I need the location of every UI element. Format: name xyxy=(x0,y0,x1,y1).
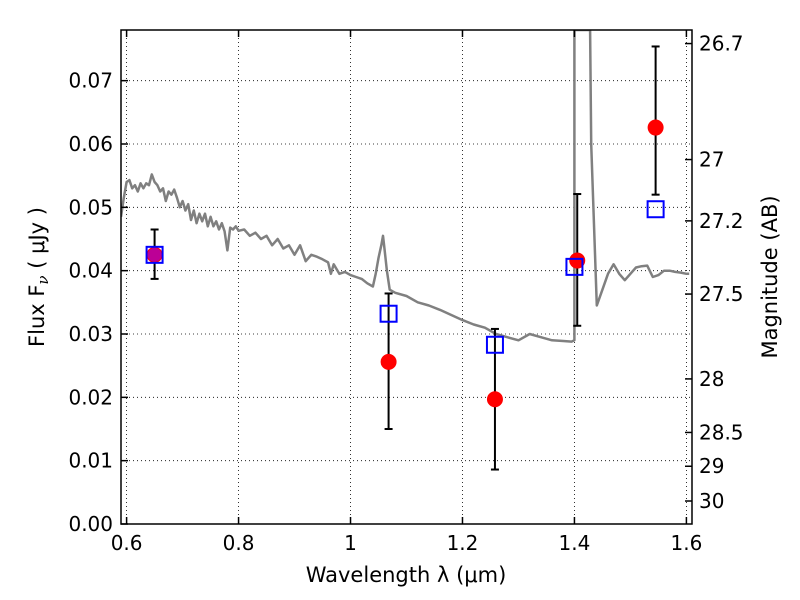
observed-flux-point xyxy=(569,252,586,269)
model-flux-point xyxy=(646,200,665,219)
model-spectrum-line xyxy=(121,30,690,343)
y-axis-title: Flux Fν ( μJy ) xyxy=(25,207,52,347)
model-flux-point xyxy=(485,335,504,354)
right-axis-title: Magnitude (AB) xyxy=(758,195,782,358)
x-tick-label: 0.8 xyxy=(223,531,255,555)
model-flux-point xyxy=(565,257,584,276)
right-axis-tick-label: 28 xyxy=(699,367,724,391)
y-tick-label: 0.04 xyxy=(68,259,113,283)
right-axis-tick-label: 30 xyxy=(699,489,724,513)
right-axis-tick-label: 29 xyxy=(699,454,724,478)
axes-frame xyxy=(120,29,693,525)
x-tick-label: 1.6 xyxy=(670,531,702,555)
y-axis-title-subscript: ν xyxy=(34,275,52,284)
y-tick-label: 0.02 xyxy=(68,385,113,409)
right-axis-tick-label: 27 xyxy=(699,148,724,172)
observed-flux-point xyxy=(647,119,664,136)
y-tick-label: 0.00 xyxy=(68,512,113,536)
right-axis-tick-label: 26.7 xyxy=(699,32,744,56)
x-tick-label: 1 xyxy=(344,531,357,555)
x-tick-label: 1.4 xyxy=(559,531,591,555)
y-tick-label: 0.07 xyxy=(68,69,113,93)
observed-flux-point xyxy=(486,391,503,408)
axis-ticks xyxy=(121,30,692,525)
x-tick-label: 1.2 xyxy=(447,531,479,555)
y-axis-title-main: Flux F xyxy=(25,285,49,347)
model-flux-point xyxy=(379,304,398,323)
y-axis-title-units: ( μJy ) xyxy=(25,207,49,275)
overlap-point xyxy=(147,247,162,262)
right-axis-tick-label: 28.5 xyxy=(699,420,744,444)
right-axis-tick-label: 27.5 xyxy=(699,282,744,306)
y-tick-label: 0.05 xyxy=(68,195,113,219)
plot-series xyxy=(121,30,690,471)
x-tick-label: 0.6 xyxy=(111,531,143,555)
y-tick-label: 0.03 xyxy=(68,322,113,346)
plot-area xyxy=(121,30,690,471)
y-tick-label: 0.06 xyxy=(68,132,113,156)
tick-labels: 26.7 27 27.2 27.5 28 28.5 29 30 0.6 0.8 1 1.2 1.4 1.6… xyxy=(68,32,743,555)
right-axis-tick-label: 27.2 xyxy=(699,209,744,233)
observed-flux-point xyxy=(380,353,397,370)
model-flux-point xyxy=(145,245,164,264)
y-tick-label: 0.01 xyxy=(68,449,113,473)
x-axis-title: Wavelength λ (μm) xyxy=(306,563,507,587)
